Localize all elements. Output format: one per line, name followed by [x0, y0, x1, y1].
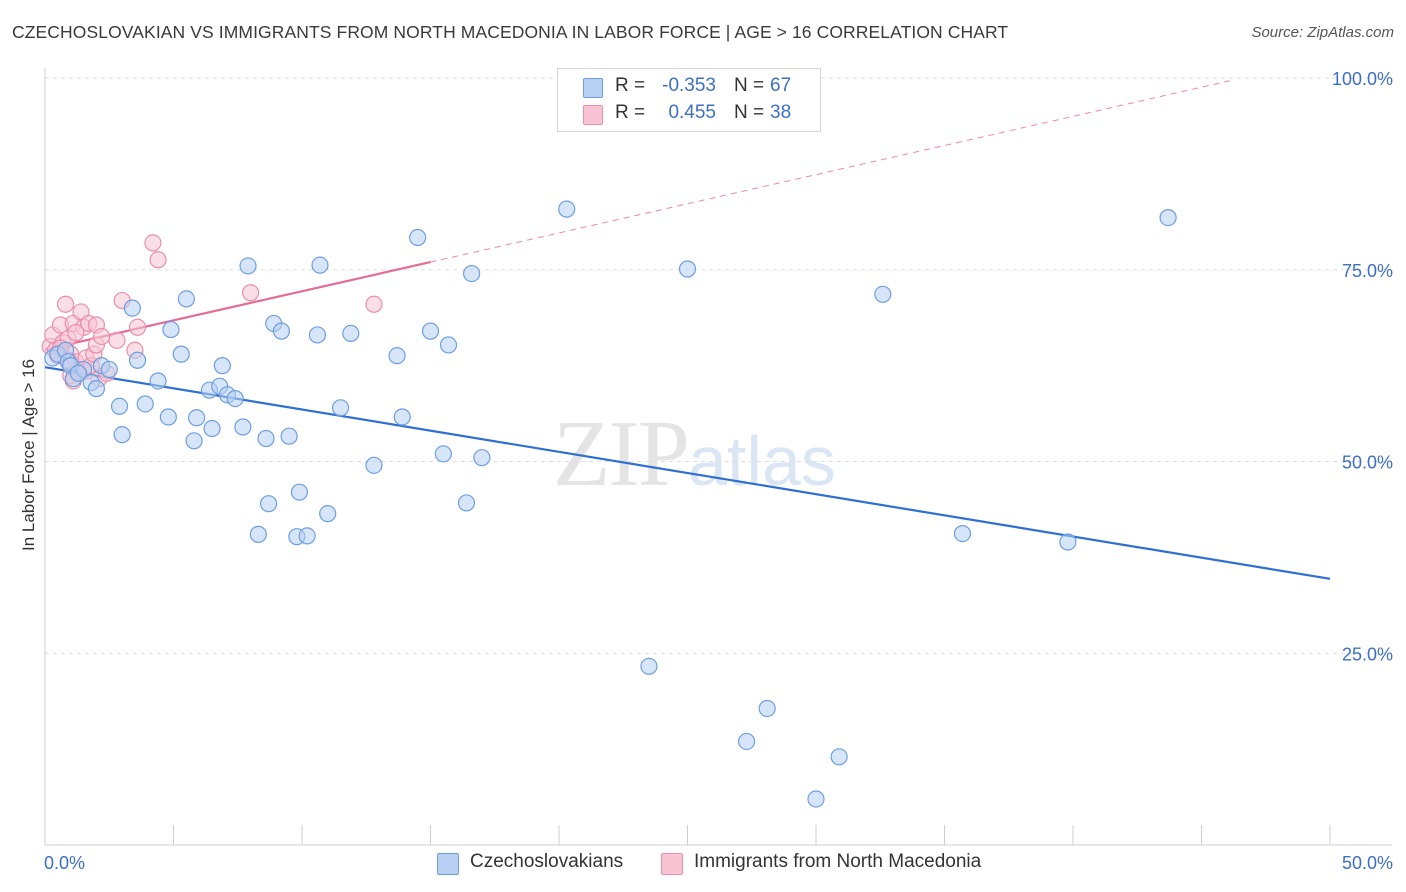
point-czechoslovakians	[874, 285, 892, 303]
point-north-macedonia	[92, 327, 111, 346]
point-czechoslovakians	[738, 732, 756, 751]
point-czechoslovakians	[177, 290, 195, 308]
legend-swatch-blue	[437, 853, 459, 875]
point-czechoslovakians	[311, 256, 329, 274]
point-north-macedonia	[67, 324, 85, 342]
point-czechoslovakians	[113, 426, 131, 444]
point-czechoslovakians	[203, 419, 221, 438]
point-north-macedonia	[108, 331, 126, 349]
point-czechoslovakians	[69, 364, 88, 382]
point-czechoslovakians	[1059, 533, 1077, 551]
point-czechoslovakians	[185, 432, 203, 450]
point-czechoslovakians	[409, 228, 427, 247]
point-czechoslovakians	[213, 357, 231, 375]
y-tick-label: 75.0%	[1342, 261, 1393, 281]
point-czechoslovakians	[331, 399, 350, 417]
point-czechoslovakians	[226, 390, 244, 408]
point-czechoslovakians	[365, 456, 383, 474]
point-north-macedonia	[242, 284, 260, 302]
axes	[44, 68, 1392, 846]
point-czechoslovakians	[239, 257, 257, 275]
point-north-macedonia	[365, 295, 383, 313]
point-czechoslovakians	[678, 260, 697, 278]
point-czechoslovakians	[393, 408, 411, 426]
point-czechoslovakians	[463, 264, 481, 283]
legend-row-czechoslovakians: R = -0.353 N = 67	[558, 75, 820, 101]
legend-swatch-pink	[661, 853, 683, 875]
legend-r-value: -0.353	[662, 75, 716, 96]
chart-title: CZECHOSLOVAKIAN VS IMMIGRANTS FROM NORTH…	[12, 22, 1009, 42]
point-czechoslovakians	[128, 351, 147, 369]
trend-extension-north-macedonia	[430, 80, 1230, 263]
legend-r-label: R =	[615, 102, 646, 123]
y-tick-label: 50.0%	[1342, 453, 1393, 473]
legend-n-label: N =	[734, 75, 765, 96]
legend-label: Immigrants from North Macedonia	[694, 851, 982, 872]
y-axis-title: In Labor Force | Age > 16	[19, 359, 38, 551]
point-czechoslovakians	[136, 395, 154, 413]
point-czechoslovakians	[434, 445, 452, 463]
point-czechoslovakians	[110, 397, 129, 415]
point-czechoslovakians	[807, 790, 825, 808]
legend-n-value: 67	[770, 75, 792, 96]
legend-n-value: 38	[770, 102, 792, 123]
point-czechoslovakians	[640, 657, 658, 675]
point-czechoslovakians	[188, 409, 206, 427]
point-czechoslovakians	[172, 345, 190, 363]
point-czechoslovakians	[319, 505, 337, 523]
point-czechoslovakians	[439, 336, 458, 354]
correlation-legend: R = -0.353 N = 67 R = 0.455 N = 38	[557, 68, 821, 132]
y-tick-label: 25.0%	[1342, 644, 1393, 664]
point-czechoslovakians	[234, 418, 252, 436]
point-czechoslovakians	[149, 372, 167, 390]
point-czechoslovakians	[1159, 208, 1177, 227]
point-czechoslovakians	[421, 322, 440, 340]
legend-label: Czechoslovakians	[470, 851, 624, 872]
point-czechoslovakians	[257, 429, 275, 448]
legend-r-value: 0.455	[668, 102, 716, 123]
series-legend: Czechoslovakians Immigrants from North M…	[0, 851, 1406, 877]
point-czechoslovakians	[272, 322, 291, 340]
point-czechoslovakians	[308, 326, 327, 344]
point-czechoslovakians	[290, 483, 309, 501]
point-north-macedonia	[56, 295, 75, 313]
point-czechoslovakians	[280, 427, 298, 445]
point-czechoslovakians	[953, 524, 972, 543]
point-north-macedonia	[144, 234, 162, 252]
point-czechoslovakians	[342, 324, 360, 343]
point-czechoslovakians	[123, 299, 141, 317]
point-czechoslovakians	[830, 748, 848, 766]
point-czechoslovakians	[87, 380, 106, 398]
legend-n-label: N =	[734, 102, 765, 123]
tick-labels: 25.0% 50.0% 75.0% 100.0% 0.0% 50.0%	[44, 69, 1393, 873]
point-czechoslovakians	[558, 200, 576, 218]
point-czechoslovakians	[298, 527, 316, 545]
legend-swatch-blue	[583, 78, 603, 98]
point-czechoslovakians	[457, 494, 476, 512]
trend-lines	[44, 80, 1331, 580]
x-tick-label: 50.0%	[1342, 853, 1393, 873]
point-czechoslovakians	[159, 408, 177, 426]
y-tick-label: 100.0%	[1332, 69, 1393, 89]
point-czechoslovakians	[249, 525, 267, 543]
legend-swatch-pink	[583, 105, 603, 125]
grid	[45, 77, 1392, 654]
point-czechoslovakians	[100, 360, 118, 379]
point-north-macedonia	[149, 251, 167, 269]
legend-r-label: R =	[615, 75, 646, 96]
data-points	[41, 200, 1177, 808]
point-north-macedonia	[128, 318, 147, 336]
trend-line-czechoslovakians	[44, 366, 1331, 580]
x-tick-label: 0.0%	[44, 853, 85, 873]
point-czechoslovakians	[162, 320, 180, 339]
point-czechoslovakians	[388, 347, 406, 365]
point-czechoslovakians	[473, 449, 491, 467]
point-czechoslovakians	[259, 495, 278, 513]
legend-row-north-macedonia: R = 0.455 N = 38	[558, 102, 820, 128]
point-czechoslovakians	[758, 699, 776, 718]
source-label: Source: ZipAtlas.com	[1251, 24, 1394, 41]
